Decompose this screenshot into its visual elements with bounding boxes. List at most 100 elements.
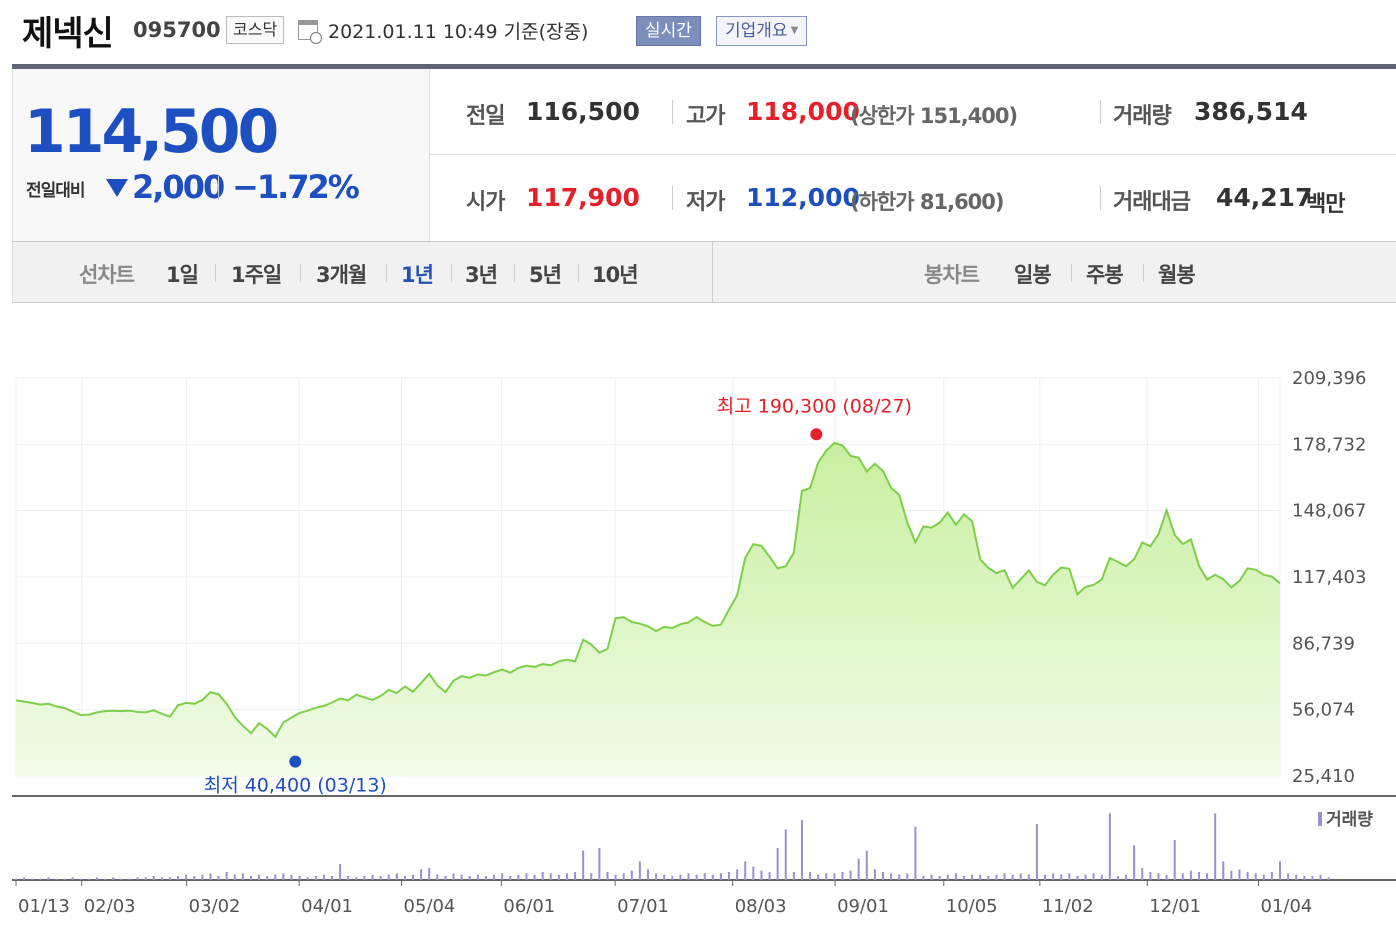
volume-bar	[557, 874, 560, 880]
volume-bar	[412, 874, 415, 880]
divider	[672, 100, 673, 124]
volume-bar	[177, 876, 180, 880]
volume-bar	[436, 874, 439, 880]
volume-bar	[15, 878, 17, 880]
volume-bar	[428, 868, 431, 880]
volume-bar	[1044, 874, 1047, 880]
period-tab-10y[interactable]: 10년	[592, 263, 639, 287]
volume-label: 거래량	[1113, 104, 1172, 129]
x-tick-label: 02/03	[84, 896, 136, 917]
volume-value: 386,514	[1194, 97, 1308, 126]
volume-bar	[890, 873, 893, 880]
volume-bar	[241, 873, 244, 880]
price-area	[16, 442, 1280, 776]
volume-bar	[574, 872, 577, 880]
volume-bar	[258, 874, 261, 880]
high-marker	[810, 428, 823, 441]
volume-bar	[1125, 874, 1128, 880]
volume-bar	[549, 873, 552, 880]
volume-bar	[452, 873, 455, 880]
volume-bar	[1311, 876, 1314, 880]
low-label: 저가	[686, 190, 725, 215]
volume-bar	[1003, 873, 1006, 880]
volume-bar	[565, 873, 568, 880]
volume-bar	[71, 877, 74, 880]
volume-bar	[938, 876, 941, 880]
candle-tab-weekly[interactable]: 주봉	[1086, 263, 1124, 287]
volume-bar	[31, 878, 34, 880]
period-tab-3y[interactable]: 3년	[465, 263, 498, 287]
high-value: 118,000	[746, 97, 860, 126]
calendar-icon	[298, 20, 322, 44]
x-tick-label: 01/04	[1261, 896, 1313, 917]
volume-bar	[209, 873, 212, 880]
x-tick-label: 03/02	[189, 896, 241, 917]
volume-bar	[266, 876, 269, 880]
period-tab-3m[interactable]: 3개월	[316, 263, 367, 287]
trade-amount-value: 44,217	[1216, 183, 1313, 212]
volume-bar	[1011, 874, 1014, 880]
volume-bar	[484, 876, 487, 880]
volume-bar	[849, 870, 852, 880]
divider	[429, 154, 1396, 155]
volume-bar	[1189, 870, 1192, 880]
volume-bar	[622, 873, 625, 880]
volume-bar	[728, 872, 731, 880]
x-tick-label: 09/01	[837, 896, 889, 917]
volume-bar	[1287, 873, 1290, 880]
period-tab-5y[interactable]: 5년	[529, 263, 562, 287]
trade-amount-label: 거래대금	[1113, 190, 1191, 215]
volume-bar	[995, 874, 998, 880]
change-label: 전일대비	[26, 181, 86, 201]
volume-bar	[776, 848, 779, 880]
volume-bar	[1100, 874, 1103, 880]
volume-bar	[509, 876, 512, 880]
down-arrow-icon	[106, 179, 128, 197]
volume-bar	[1327, 877, 1330, 880]
volume-bar	[663, 874, 666, 880]
volume-bar	[719, 873, 722, 880]
period-tab-1d[interactable]: 1일	[166, 263, 199, 287]
volume-bar	[768, 872, 771, 880]
x-tick-label: 10/05	[946, 896, 998, 917]
volume-bar	[476, 874, 479, 880]
volume-bar	[906, 873, 909, 880]
chevron-down-icon: ▼	[790, 25, 799, 36]
volume-bar	[87, 878, 90, 880]
candle-tab-monthly[interactable]: 월봉	[1158, 263, 1196, 287]
volume-bar	[703, 873, 706, 880]
volume-bar	[914, 826, 917, 880]
change-percent: −1.72%	[232, 168, 360, 206]
candle-tab-daily[interactable]: 일봉	[1014, 263, 1052, 287]
volume-bar	[1019, 873, 1022, 880]
volume-bar	[1295, 874, 1298, 880]
company-info-button[interactable]: 기업개요 ▼	[716, 16, 808, 46]
realtime-button[interactable]: 실시간	[636, 16, 701, 46]
period-tab-1y[interactable]: 1년	[401, 263, 434, 287]
volume-bar	[136, 877, 139, 880]
x-tick-label: 04/01	[301, 896, 353, 917]
current-price: 114,500	[24, 97, 279, 167]
trade-amount-unit: 백만	[1306, 192, 1345, 217]
volume-bar	[873, 869, 876, 880]
price-summary	[12, 64, 1396, 247]
volume-bar	[695, 874, 698, 880]
volume-bar	[687, 873, 690, 880]
volume-bar	[371, 874, 374, 880]
x-tick-label: 08/03	[735, 896, 787, 917]
volume-bar	[541, 872, 544, 880]
candle-chart-title: 봉차트	[924, 263, 980, 287]
y-tick-label: 117,403	[1292, 567, 1366, 588]
volume-bar	[282, 873, 285, 880]
prev-close-value: 116,500	[526, 97, 640, 126]
period-tab-1w[interactable]: 1주일	[231, 263, 282, 287]
current-price-panel	[12, 69, 430, 242]
volume-bar	[525, 873, 528, 880]
x-tick-label: 12/01	[1149, 896, 1201, 917]
volume-bar	[160, 877, 163, 880]
open-label: 시가	[466, 190, 505, 215]
divider	[1100, 100, 1101, 124]
change-amount: 2,000	[132, 168, 225, 206]
volume-bar	[792, 872, 795, 880]
volume-bar	[752, 866, 755, 880]
